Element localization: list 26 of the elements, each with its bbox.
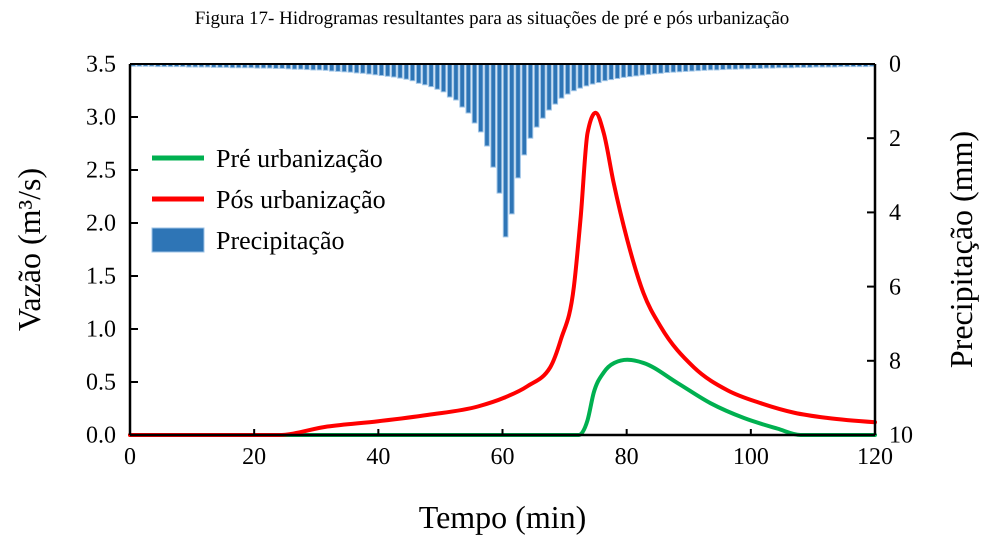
- y-tick-label: 3.5: [86, 52, 116, 78]
- y-tick-label: 2.0: [86, 210, 116, 237]
- y-tick-label: 3.0: [86, 104, 116, 131]
- y2-tick-label: 4: [889, 200, 901, 226]
- chart-title: Figura 17- Hidrogramas resultantes para as situações de pré e pós urbanização: [194, 8, 790, 29]
- x-tick-label: 20: [242, 444, 266, 470]
- x-axis-title: Tempo (min): [418, 499, 586, 535]
- y2-tick-label: 0: [889, 52, 901, 78]
- x-tick-label: 80: [614, 444, 639, 470]
- y2-tick-label: 6: [889, 274, 901, 300]
- x-tick-label: 60: [490, 444, 514, 470]
- y2-axis-title: Precipitação (mm): [943, 130, 979, 368]
- x-tick-label: 40: [366, 444, 390, 470]
- legend-label: Precipitação: [216, 226, 344, 255]
- y2-tick-label: 8: [889, 348, 901, 374]
- y-axis-title: Vazão (m³/s): [11, 168, 47, 332]
- y2-tick-label: 2: [889, 126, 901, 152]
- legend-label: Pré urbanização: [216, 144, 383, 173]
- y-tick-label: 2.5: [86, 158, 116, 184]
- y-tick-label: 1.0: [86, 316, 116, 343]
- y-tick-label: 0.5: [86, 370, 116, 396]
- y-tick-label: 1.5: [86, 264, 116, 290]
- x-tick-label: 0: [124, 444, 136, 470]
- x-tick-label: 100: [732, 444, 769, 470]
- legend-label: Pós urbanização: [216, 185, 386, 214]
- y-tick-label: 0.0: [86, 422, 116, 449]
